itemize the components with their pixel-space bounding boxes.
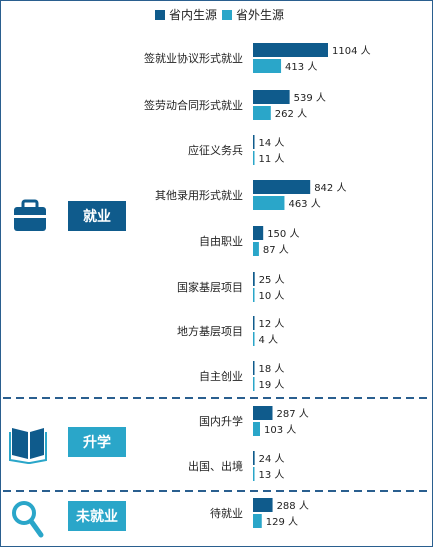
bar-outer	[253, 288, 255, 302]
bar-inner	[253, 406, 273, 420]
value-label-inner: 842 人	[314, 182, 346, 194]
category-label: 签劳动合同形式就业	[144, 98, 243, 112]
bar-inner	[253, 90, 290, 104]
value-label-outer: 129 人	[266, 516, 298, 528]
value-label-outer: 19 人	[259, 379, 285, 391]
value-label-inner: 24 人	[259, 453, 285, 465]
bar-outer	[253, 151, 255, 165]
briefcase-icon	[14, 199, 46, 231]
value-label-inner: 14 人	[259, 137, 285, 149]
value-label-outer: 87 人	[263, 244, 289, 256]
legend-label-inner: 省内生源	[169, 8, 218, 22]
section-employment-label: 就业	[83, 208, 111, 225]
legend-swatch-inner	[155, 9, 165, 20]
legend-item-province-inner: 省内生源	[155, 6, 217, 23]
category-label: 地方基层项目	[177, 324, 243, 338]
value-label-inner: 539 人	[294, 92, 326, 104]
legend-swatch-outer	[222, 9, 232, 20]
section-employment-box	[68, 201, 126, 231]
bar-inner	[253, 135, 255, 149]
value-label-inner: 12 人	[259, 318, 285, 330]
category-label: 应征义务兵	[188, 143, 243, 157]
value-label-inner: 25 人	[259, 274, 285, 286]
category-label: 国内升学	[199, 414, 243, 428]
category-label: 出国、出境	[188, 459, 243, 473]
bar-outer	[253, 377, 255, 391]
legend-label-outer: 省外生源	[236, 8, 285, 22]
value-label-outer: 103 人	[264, 424, 296, 436]
bar-inner	[253, 361, 255, 375]
category-label: 自由职业	[199, 234, 243, 248]
value-label-outer: 262 人	[275, 108, 307, 120]
section-unemployed: 未就业	[68, 501, 126, 531]
bar-inner	[253, 316, 255, 330]
value-label-inner: 18 人	[259, 363, 285, 375]
bar-inner	[253, 272, 255, 286]
value-label-inner: 287 人	[276, 408, 308, 420]
legend-item-province-outer: 省外生源	[222, 6, 284, 23]
bar-inner	[253, 498, 273, 512]
section-study-label: 升学	[83, 434, 111, 451]
value-label-outer: 413 人	[285, 61, 317, 73]
value-label-outer: 4 人	[259, 334, 279, 346]
category-label: 待就业	[210, 506, 243, 520]
category-label: 国家基层项目	[177, 280, 243, 294]
magnifier-icon	[12, 501, 44, 538]
bar-outer	[253, 196, 285, 210]
section-study: 升学	[68, 427, 126, 457]
value-label-inner: 288 人	[277, 500, 309, 512]
value-label-inner: 150 人	[267, 228, 299, 240]
bar-outer	[253, 467, 255, 481]
value-label-outer: 11 人	[259, 153, 285, 165]
category-label: 签就业协议形式就业	[144, 51, 243, 65]
section-unemployed-box	[68, 501, 126, 531]
category-label: 自主创业	[199, 370, 243, 383]
value-label-outer: 10 人	[259, 290, 285, 302]
legend: 省内生源 省外生源	[0, 4, 435, 22]
bar-outer	[253, 514, 262, 528]
bar-inner	[253, 226, 264, 240]
value-label-outer: 13 人	[259, 469, 285, 481]
section-unemployed-label: 未就业	[76, 508, 118, 525]
category-label: 其他录用形式就业	[155, 188, 243, 202]
bar-inner	[253, 43, 328, 57]
value-label-outer: 463 人	[288, 198, 320, 210]
book-icon	[9, 428, 47, 464]
value-label-inner: 1104 人	[332, 45, 371, 57]
bar-inner	[253, 180, 311, 194]
bar-inner	[253, 451, 255, 465]
section-employment: 就业	[68, 201, 126, 231]
bar-outer	[253, 106, 271, 120]
bar-outer	[253, 242, 259, 256]
section-study-box	[68, 427, 126, 457]
bar-outer	[253, 332, 255, 346]
bar-outer	[253, 59, 282, 73]
bar-outer	[253, 422, 260, 436]
